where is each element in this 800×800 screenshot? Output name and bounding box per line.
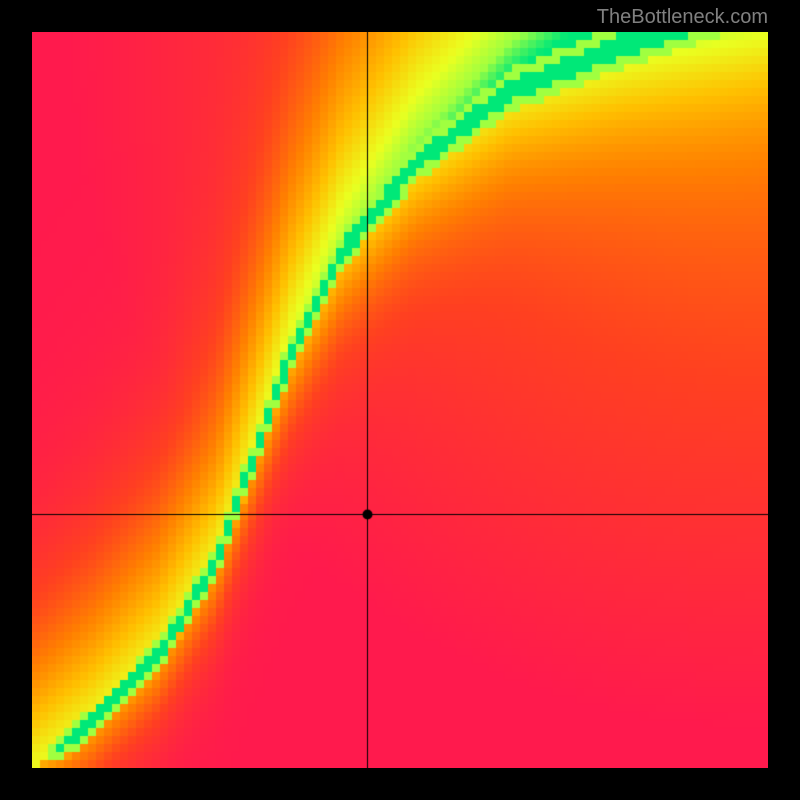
chart-container: TheBottleneck.com	[0, 0, 800, 800]
heatmap-plot	[32, 32, 768, 768]
heatmap-canvas	[32, 32, 768, 768]
watermark-text: TheBottleneck.com	[597, 6, 768, 29]
